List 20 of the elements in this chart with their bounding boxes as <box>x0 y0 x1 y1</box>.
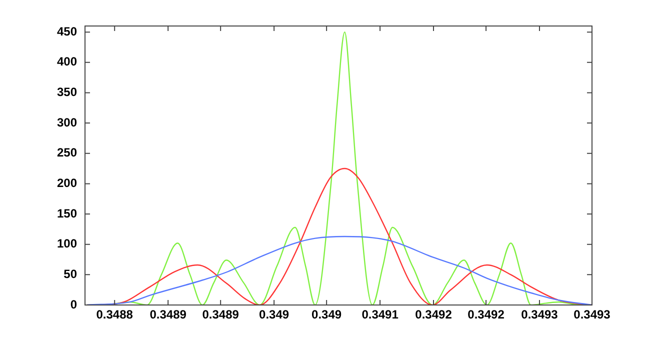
y-tick-label: 200 <box>56 176 78 190</box>
y-tick-label: 350 <box>56 85 78 100</box>
y-tick-label: 300 <box>56 115 78 130</box>
x-tick-label: 0.3488 <box>96 308 134 322</box>
x-tick-label: 0.3492 <box>468 308 505 322</box>
x-tick-label: 0.3492 <box>415 308 452 322</box>
x-tick-label: 0.3491 <box>362 308 399 322</box>
x-tick-label: 0.3489 <box>150 308 187 322</box>
y-tick-label: 400 <box>56 54 78 69</box>
x-tick-label: 0.3489 <box>202 308 240 322</box>
x-tick-label: 0.3493 <box>521 308 558 322</box>
x-tick-label: 0.3493 <box>574 308 611 322</box>
x-tick-label: 0.349 <box>312 308 342 322</box>
y-tick-label: 50 <box>64 266 78 281</box>
x-tick-label: 0.349 <box>259 308 290 322</box>
y-tick-label: 450 <box>56 24 78 38</box>
y-tick-label: 150 <box>56 206 78 220</box>
y-tick-label: 250 <box>56 146 78 160</box>
y-tick-label: 100 <box>56 236 78 251</box>
y-tick-label: 0 <box>70 297 78 312</box>
